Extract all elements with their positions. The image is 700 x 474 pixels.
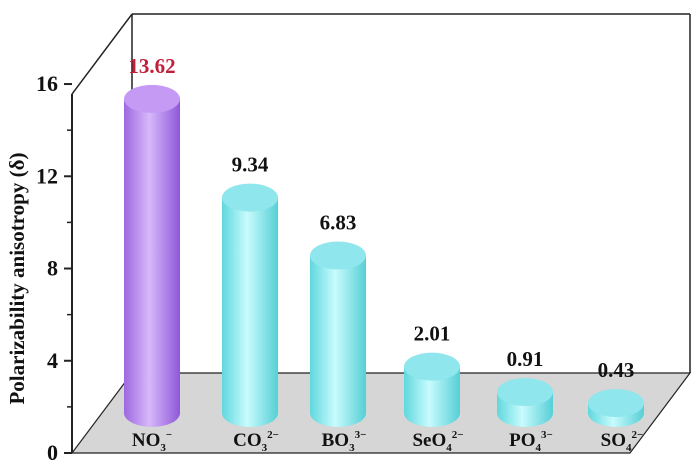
y-tick-label: 4 xyxy=(47,348,58,373)
data-label: 0.43 xyxy=(598,358,635,382)
y-axis-title: Polarizability anisotropy (δ) xyxy=(5,153,29,405)
y-tick-label: 0 xyxy=(47,440,58,465)
y-tick-label: 16 xyxy=(36,71,58,96)
side-wall-top-edge xyxy=(71,13,133,95)
bar-top xyxy=(497,378,553,407)
labels: 13.62 9.34 6.83 2.01 0.91 0.43 NO3− CO32− BO33− S… xyxy=(128,54,643,454)
bar xyxy=(497,378,553,427)
bar-top xyxy=(222,183,278,212)
bar xyxy=(124,84,180,428)
x-tick-label: SeO42− xyxy=(412,429,463,454)
bar xyxy=(310,241,366,427)
data-label: 9.34 xyxy=(232,153,269,177)
bar-top xyxy=(124,84,180,113)
x-tick-label: SO42− xyxy=(601,429,644,454)
y-tick-label: 8 xyxy=(47,256,58,281)
bar-top xyxy=(310,241,366,270)
bar-top xyxy=(588,389,644,418)
bar-body xyxy=(124,98,180,428)
data-label: 2.01 xyxy=(414,322,451,346)
x-tick-label: CO32− xyxy=(233,429,279,454)
bar xyxy=(222,183,278,427)
bar-body xyxy=(404,366,460,427)
y-axis: 0 4 8 12 16 Polarizability anisotropy (δ) xyxy=(5,71,73,465)
bar-top xyxy=(404,352,460,381)
data-label: 0.91 xyxy=(507,347,544,371)
y-tick-label: 12 xyxy=(36,163,58,188)
x-tick-label: PO43− xyxy=(509,429,553,454)
data-label: 6.83 xyxy=(320,211,357,235)
x-tick-label: BO33− xyxy=(322,429,367,454)
bar-body xyxy=(222,197,278,427)
bar-body xyxy=(310,255,366,427)
x-tick-label: NO3− xyxy=(132,429,172,454)
bars xyxy=(124,84,644,428)
bar xyxy=(404,352,460,427)
bar xyxy=(588,389,644,427)
data-label: 13.62 xyxy=(128,54,175,78)
